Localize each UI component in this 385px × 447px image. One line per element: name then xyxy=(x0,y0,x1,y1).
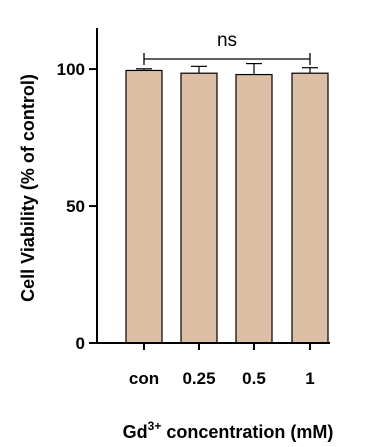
y-tick-label-1: 50 xyxy=(66,197,85,216)
y-tick-label-0: 0 xyxy=(76,334,85,353)
bar-2 xyxy=(235,73,273,344)
x-tick-label-3: 1 xyxy=(305,369,314,388)
bar-0 xyxy=(125,69,163,344)
x-tick-label-2: 0.5 xyxy=(242,369,266,388)
bar-3 xyxy=(291,72,329,344)
y-axis-title: Cell Viability (% of control) xyxy=(18,74,38,302)
y-tick-label-2: 100 xyxy=(57,60,85,79)
y-tick-group: 0 50 100 xyxy=(57,60,97,353)
significance-label: ns xyxy=(217,30,237,51)
x-tick-label-0: con xyxy=(129,369,159,388)
bar-1 xyxy=(180,72,218,344)
x-axis-title: Gd3+ concentration (mM) xyxy=(123,419,334,442)
x-axis-title-main: Gd xyxy=(123,422,148,442)
x-axis-title-sup: 3+ xyxy=(148,419,162,433)
x-tick-label-1: 0.25 xyxy=(182,369,215,388)
bar-group xyxy=(125,63,329,344)
x-axis-title-rest: concentration (mM) xyxy=(161,422,333,442)
significance-bracket: ns xyxy=(143,30,311,65)
x-tick-group: con 0.25 0.5 1 xyxy=(129,343,315,388)
